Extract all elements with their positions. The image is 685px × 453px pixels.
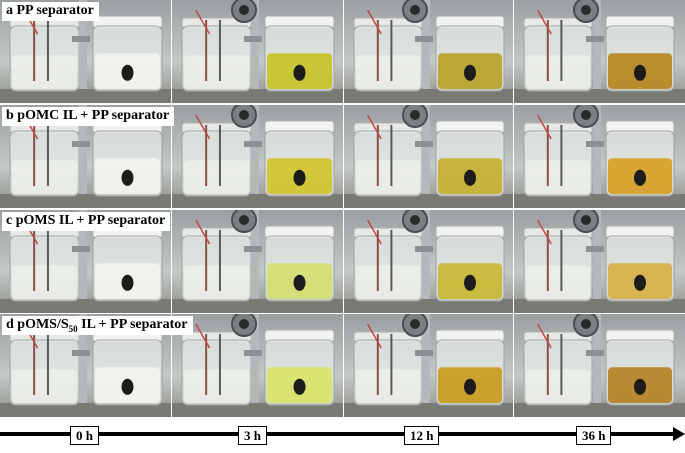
photo-a-12h (344, 0, 514, 103)
photo-a-3h (172, 0, 344, 103)
photo-c-12h (344, 210, 514, 313)
photo-b-3h (172, 105, 344, 208)
row-c: c pOMS IL + PP separator (0, 210, 685, 313)
row-a: a PP separator (0, 0, 685, 103)
photo-d-12h (344, 314, 514, 417)
row-label-a: a PP separator (2, 2, 99, 21)
photo-c-36h (514, 210, 685, 313)
photo-d-36h (514, 314, 685, 417)
photo-b-12h (344, 105, 514, 208)
row-label-c: c pOMS IL + PP separator (2, 212, 171, 231)
time-label-3h: 3 h (238, 426, 267, 445)
time-label-36h: 36 h (576, 426, 612, 445)
photo-b-36h (514, 105, 685, 208)
time-label-12h: 12 h (404, 426, 440, 445)
row-label-b: b pOMC IL + PP separator (2, 107, 175, 126)
time-axis: 0 h 3 h 12 h 36 h (0, 418, 685, 448)
photo-a-0h (0, 0, 172, 103)
row-b: b pOMC IL + PP separator (0, 105, 685, 208)
photo-a-36h (514, 0, 685, 103)
photo-d-3h (172, 314, 344, 417)
row-d: d pOMS/S50 IL + PP separator (0, 314, 685, 417)
time-axis-arrow (0, 427, 685, 441)
photo-c-3h (172, 210, 344, 313)
row-label-d: d pOMS/S50 IL + PP separator (2, 316, 193, 335)
time-label-0h: 0 h (70, 426, 99, 445)
